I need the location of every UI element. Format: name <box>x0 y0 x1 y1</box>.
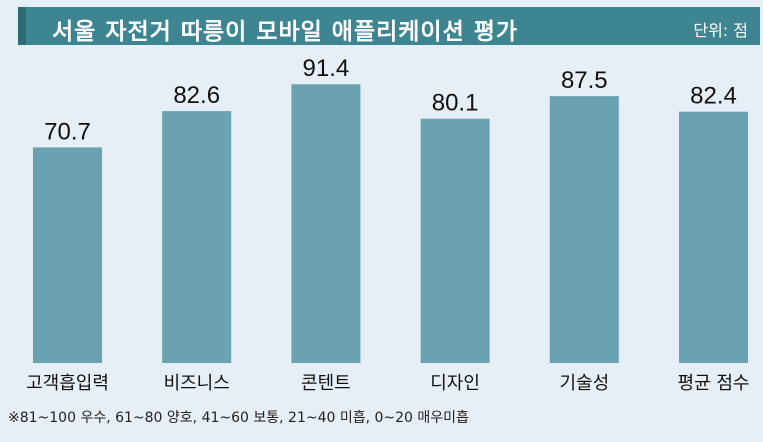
unit-label: 단위: 점 <box>693 21 748 40</box>
bar-0 <box>33 147 102 363</box>
category-label-1: 비즈니스 <box>164 373 230 394</box>
bar-value-label-0: 70.7 <box>44 118 91 145</box>
bar-3 <box>420 118 490 363</box>
bar-4 <box>549 96 619 363</box>
bar-value-label-5: 82.4 <box>690 83 737 110</box>
bar-value-label-2: 91.4 <box>303 55 350 82</box>
category-label-3: 디자인 <box>430 373 480 394</box>
bar-2 <box>291 84 361 363</box>
category-label-4: 기술성 <box>559 373 609 394</box>
footnote: ※81~100 우수, 61~80 양호, 41~60 보통, 21~40 미흡… <box>8 410 469 426</box>
bar-value-label-3: 80.1 <box>432 90 479 117</box>
bar-value-label-4: 87.5 <box>561 67 608 94</box>
category-label-2: 콘텐트 <box>301 373 351 394</box>
bar-value-label-1: 82.6 <box>173 82 220 109</box>
bar-5 <box>679 111 748 363</box>
title-bar: 서울 자전거 따릉이 모바일 애플리케이션 평가 단위: 점 <box>18 7 760 45</box>
bar-1 <box>162 111 232 363</box>
category-label-0: 고객흡입력 <box>26 373 109 394</box>
chart-title: 서울 자전거 따릉이 모바일 애플리케이션 평가 <box>52 19 519 45</box>
category-label-5: 평균 점수 <box>678 373 750 394</box>
